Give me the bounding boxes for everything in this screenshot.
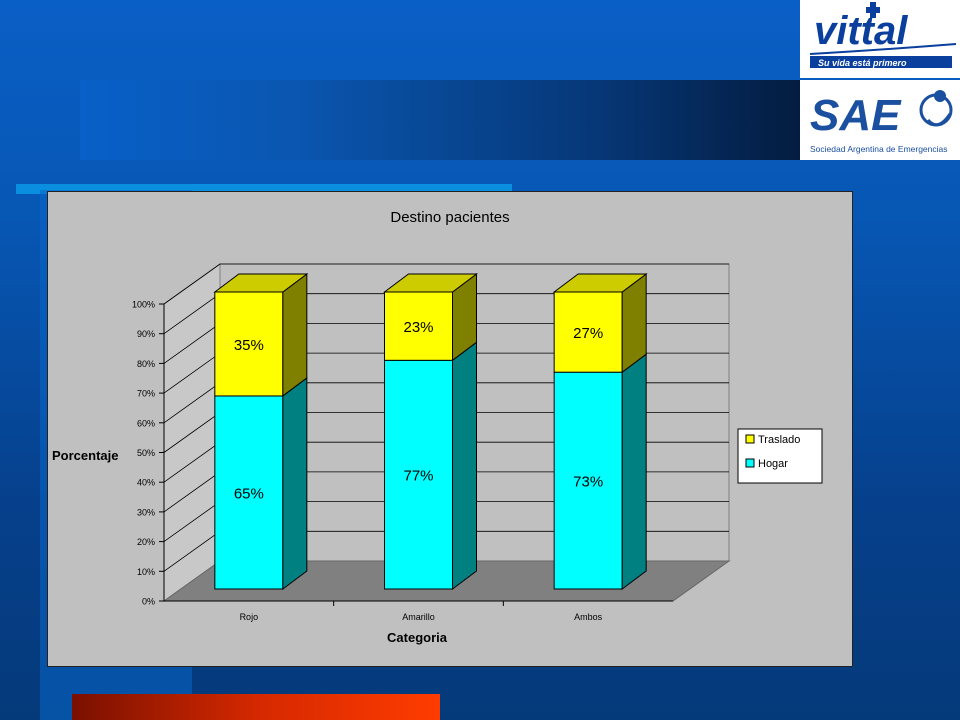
bar-segment-hogar <box>214 395 284 590</box>
bar-data-label: 65% <box>234 485 264 502</box>
bar-top-face <box>383 273 478 293</box>
sae-logo: SAE Sociedad Argentina de Emergencias <box>800 80 960 160</box>
x-axis-label: Categoria <box>387 630 448 645</box>
legend-swatch-traslado <box>745 434 755 444</box>
x-tick-label: Rojo <box>240 612 259 622</box>
y-tick-label: 30% <box>137 507 155 517</box>
y-tick-label: 10% <box>137 567 155 577</box>
x-tick-label: Amarillo <box>402 612 435 622</box>
chart-panel: Destino pacientes 0% 10% 20% 30% 40% 50% 60% 70%… <box>47 191 853 667</box>
gridline <box>163 263 729 305</box>
y-tick-label: 100% <box>132 300 155 310</box>
y-tick-label: 0% <box>142 597 155 607</box>
chart-title: Destino pacientes <box>390 209 509 226</box>
legend-label-traslado: Traslado <box>758 434 800 446</box>
y-tick-label: 20% <box>137 537 155 547</box>
footer-red-bar <box>72 694 440 720</box>
header-band <box>80 80 800 160</box>
y-tick-label: 70% <box>137 389 155 399</box>
bar-data-label: 77% <box>403 468 433 485</box>
vittal-logo-text: vittal <box>814 9 908 53</box>
y-tick-label: 40% <box>137 478 155 488</box>
bar-data-label: 27% <box>573 325 603 342</box>
bar-data-label: 23% <box>403 319 433 336</box>
bar-top-face <box>213 273 309 293</box>
bar-data-label: 35% <box>234 337 264 354</box>
legend-swatch-hogar <box>745 458 755 468</box>
legend-label-hogar: Hogar <box>758 458 788 470</box>
bar-segment-hogar <box>553 371 623 590</box>
bar-side-hogar <box>282 376 308 590</box>
accent-strip <box>16 184 512 194</box>
bar-segment-hogar <box>384 359 453 590</box>
sae-logo-graphic: SAE Sociedad Argentina de Emergencias <box>810 90 953 154</box>
vittal-logo-graphic: vittal Su vida está primero <box>809 2 957 68</box>
sae-logo-text: SAE <box>810 91 902 140</box>
bar-data-label: 73% <box>573 474 603 491</box>
sae-subtitle: Sociedad Argentina de Emergencias <box>810 144 948 154</box>
y-tick-label: 90% <box>137 329 155 339</box>
y-tick-label: 80% <box>137 359 155 369</box>
bar-segment-traslado <box>553 291 623 373</box>
bar-top-face <box>552 273 648 293</box>
bar-side-traslado <box>282 273 308 397</box>
bar-segment-traslado <box>384 291 453 361</box>
bar-side-hogar <box>621 353 647 590</box>
x-tick-label: Ambos <box>574 612 603 622</box>
y-axis-label: Porcentaje <box>52 448 118 463</box>
y-tick-label: 60% <box>137 418 155 428</box>
y-tick-label: 50% <box>137 448 155 458</box>
vittal-tagline: Su vida está primero <box>818 58 907 68</box>
stacked-bar-chart: Destino pacientes 0% 10% 20% 30% 40% 50% 60% 70%… <box>52 209 823 645</box>
bar-side-hogar <box>452 341 477 590</box>
vittal-logo: vittal Su vida está primero <box>800 0 960 78</box>
